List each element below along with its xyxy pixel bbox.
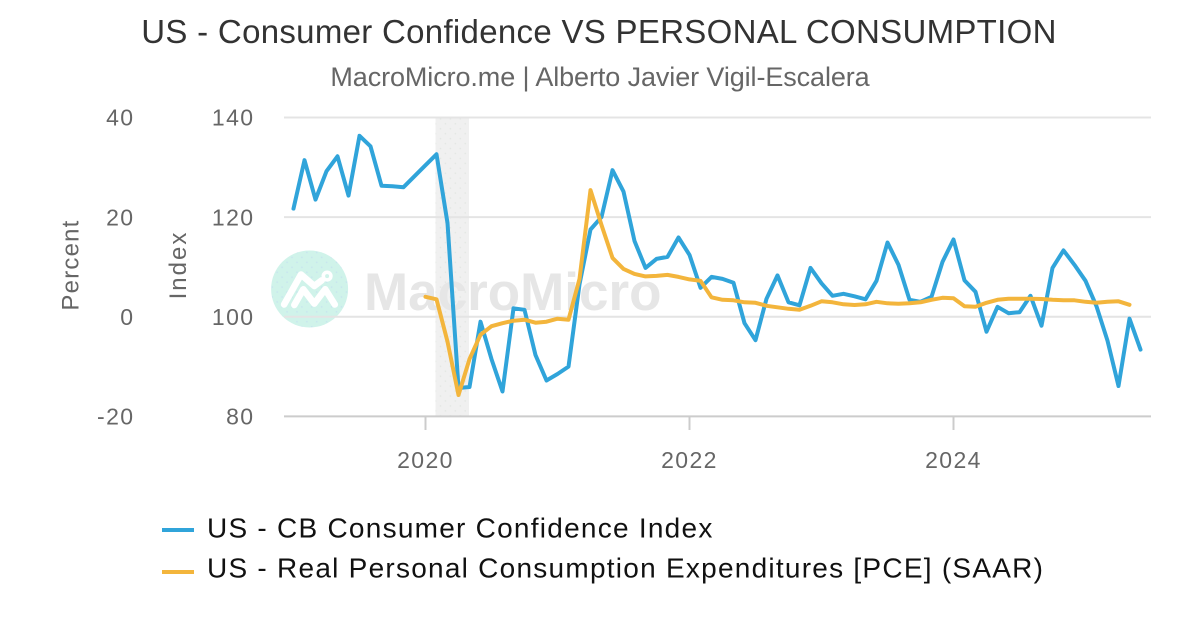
svg-text:140: 140 [212,105,255,131]
svg-text:US - Consumer Confidence VS PE: US - Consumer Confidence VS PERSONAL CON… [141,13,1056,50]
svg-text:2024: 2024 [925,447,982,473]
svg-text:US - Real Personal Consumption: US - Real Personal Consumption Expenditu… [207,553,1044,584]
svg-text:20: 20 [106,204,134,230]
svg-text:MacroMicro.me | Alberto Javier: MacroMicro.me | Alberto Javier Vigil-Esc… [330,62,870,92]
svg-text:Percent: Percent [58,219,85,310]
svg-text:Index: Index [165,231,192,300]
svg-text:120: 120 [212,204,255,230]
svg-text:-20: -20 [97,404,134,430]
svg-text:40: 40 [106,105,134,131]
svg-text:80: 80 [226,404,254,430]
svg-text:2022: 2022 [661,447,718,473]
svg-text:100: 100 [212,304,255,330]
svg-text:2020: 2020 [397,447,454,473]
svg-text:US - CB Consumer Confidence In: US - CB Consumer Confidence Index [207,513,714,544]
svg-text:0: 0 [120,304,134,330]
